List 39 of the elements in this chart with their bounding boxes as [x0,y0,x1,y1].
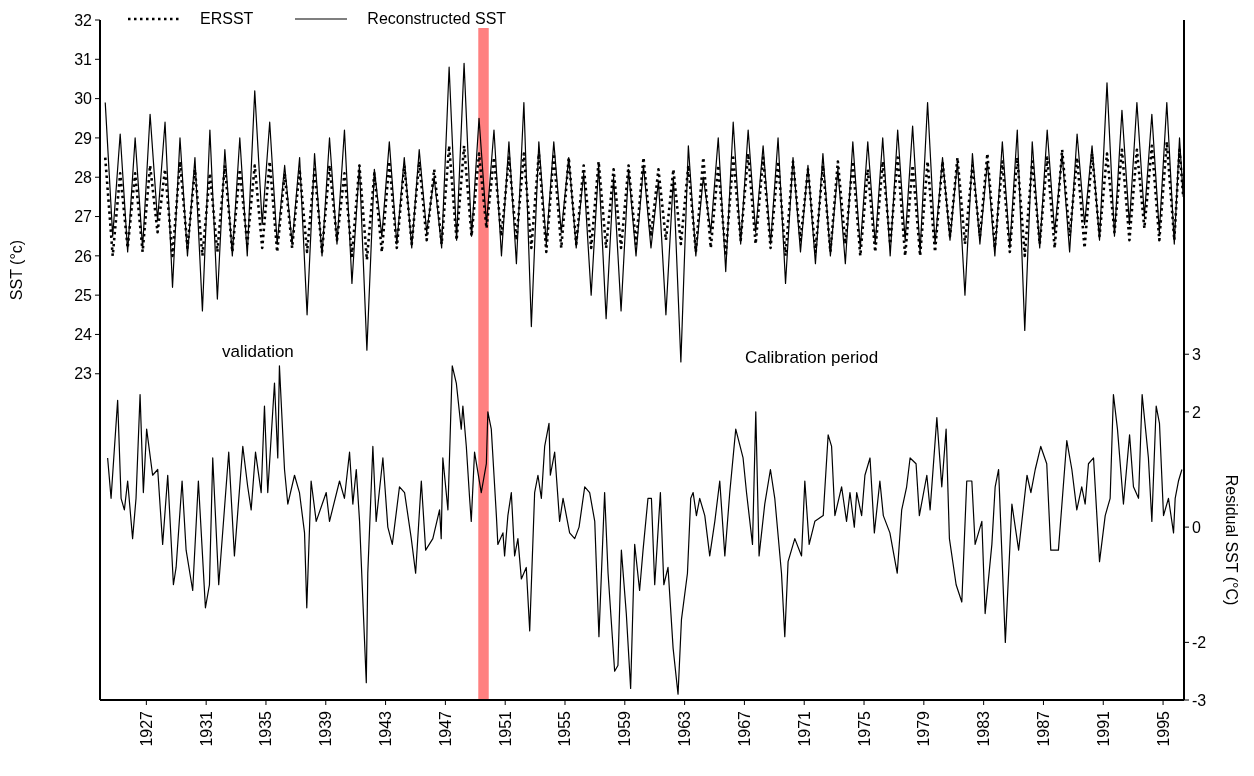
annotation: Calibration period [745,348,879,368]
y2-tick-label: 2 [1192,403,1201,421]
x-tick-label: 1939 [317,710,335,747]
legend-label: Reconstructed SST [367,10,507,28]
x-tick-label: 1959 [616,710,634,747]
x-tick-label: 1927 [137,710,155,747]
y-tick-label: 32 [74,11,93,29]
x-tick-label: 1943 [377,710,395,747]
y2-tick-label: 3 [1192,345,1201,363]
y-tick-label: 28 [74,168,93,186]
y2-tick-label: -3 [1192,691,1207,709]
x-tick-label: 1975 [855,710,873,747]
y-tick-label: 26 [74,247,93,265]
x-tick-label: 1983 [975,710,993,747]
x-tick-label: 1995 [1154,710,1172,747]
annotation: validation [222,342,294,362]
y-tick-label: 24 [74,326,93,344]
y-tick-label: 31 [74,50,93,68]
x-tick-label: 1987 [1034,710,1052,747]
y-tick-label: 23 [74,365,93,383]
x-tick-label: 1931 [197,710,215,747]
legend-label: ERSST [200,10,254,28]
y2-axis-title: Residual SST (°C) [1223,474,1240,606]
x-tick-label: 1971 [795,710,813,747]
x-tick-label: 1951 [496,710,514,747]
y-tick-label: 30 [74,90,93,108]
y-axis-title: SST (°c) [8,239,25,301]
y2-tick-label: -2 [1192,634,1207,652]
x-tick-label: 1947 [436,710,454,747]
y-tick-label: 29 [74,129,93,147]
x-tick-label: 1979 [915,710,933,747]
y2-tick-label: 0 [1192,518,1201,536]
x-tick-label: 1935 [257,710,275,747]
x-tick-label: 1991 [1094,710,1112,747]
y-tick-label: 25 [74,286,93,304]
x-tick-label: 1955 [556,710,574,747]
y-tick-label: 27 [74,208,93,226]
x-tick-label: 1963 [676,710,694,747]
x-tick-label: 1967 [735,710,753,747]
